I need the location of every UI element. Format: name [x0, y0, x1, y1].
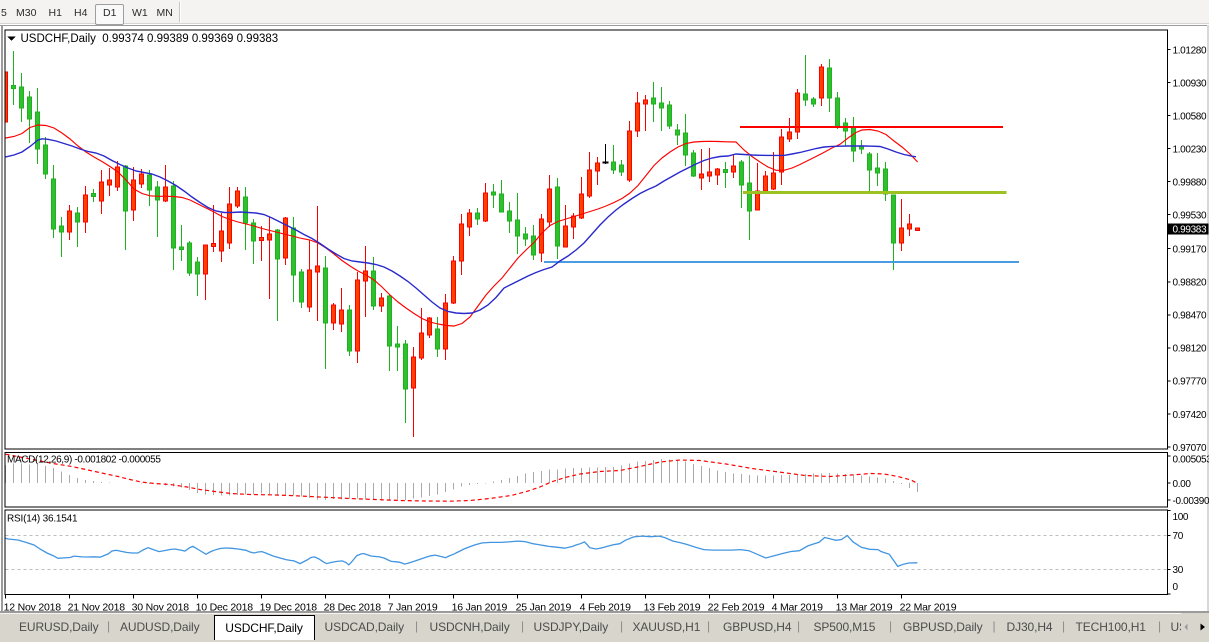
svg-text:MACD(12,26,9) -0.001802 -0.000: MACD(12,26,9) -0.001802 -0.000055 — [7, 455, 161, 466]
svg-text:0.005053: 0.005053 — [1173, 454, 1209, 465]
svg-text:100: 100 — [1173, 512, 1189, 523]
svg-text:0.99880: 0.99880 — [1173, 178, 1207, 189]
svg-text:21 Nov 2018: 21 Nov 2018 — [68, 602, 126, 614]
svg-text:0.99383: 0.99383 — [1173, 224, 1207, 235]
svg-text:22 Feb 2019: 22 Feb 2019 — [708, 602, 765, 614]
svg-text:30 Nov 2018: 30 Nov 2018 — [132, 602, 190, 614]
svg-text:10 Dec 2018: 10 Dec 2018 — [196, 602, 254, 614]
svg-text:22 Mar 2019: 22 Mar 2019 — [900, 602, 957, 614]
svg-text:0.00: 0.00 — [1173, 479, 1192, 490]
svg-text:1.00230: 1.00230 — [1173, 144, 1207, 155]
svg-text:-0.003905: -0.003905 — [1173, 496, 1209, 507]
svg-text:16 Jan 2019: 16 Jan 2019 — [452, 602, 508, 614]
svg-text:0.99530: 0.99530 — [1173, 211, 1207, 222]
svg-text:28 Dec 2018: 28 Dec 2018 — [324, 602, 382, 614]
svg-text:30: 30 — [1173, 565, 1184, 576]
svg-text:0.98470: 0.98470 — [1173, 311, 1207, 322]
svg-text:4 Mar 2019: 4 Mar 2019 — [772, 602, 823, 614]
svg-text:RSI(14) 36.1541: RSI(14) 36.1541 — [7, 514, 78, 525]
svg-text:1.01280: 1.01280 — [1173, 45, 1207, 56]
svg-text:0.97770: 0.97770 — [1173, 377, 1207, 388]
svg-text:7 Jan 2019: 7 Jan 2019 — [388, 602, 438, 614]
svg-text:13 Feb 2019: 13 Feb 2019 — [644, 602, 701, 614]
svg-text:19 Dec 2018: 19 Dec 2018 — [260, 602, 318, 614]
svg-text:25 Jan 2019: 25 Jan 2019 — [516, 602, 572, 614]
svg-text:0.97420: 0.97420 — [1173, 410, 1207, 421]
svg-text:13 Mar 2019: 13 Mar 2019 — [836, 602, 893, 614]
svg-text:4 Feb 2019: 4 Feb 2019 — [580, 602, 631, 614]
svg-text:12 Nov 2018: 12 Nov 2018 — [4, 602, 62, 614]
svg-text:0.98120: 0.98120 — [1173, 344, 1207, 355]
svg-text:0.99170: 0.99170 — [1173, 244, 1207, 255]
svg-text:0.97070: 0.97070 — [1173, 443, 1207, 454]
svg-text:0: 0 — [1173, 582, 1179, 593]
svg-text:1.00930: 1.00930 — [1173, 78, 1207, 89]
svg-text:1.00580: 1.00580 — [1173, 111, 1207, 122]
svg-text:70: 70 — [1173, 531, 1184, 542]
svg-text:0.98820: 0.98820 — [1173, 278, 1207, 289]
svg-text:USDCHF,Daily 0.99374 0.99389: USDCHF,Daily 0.99374 0.99389 0.99369 0.9… — [21, 33, 279, 45]
